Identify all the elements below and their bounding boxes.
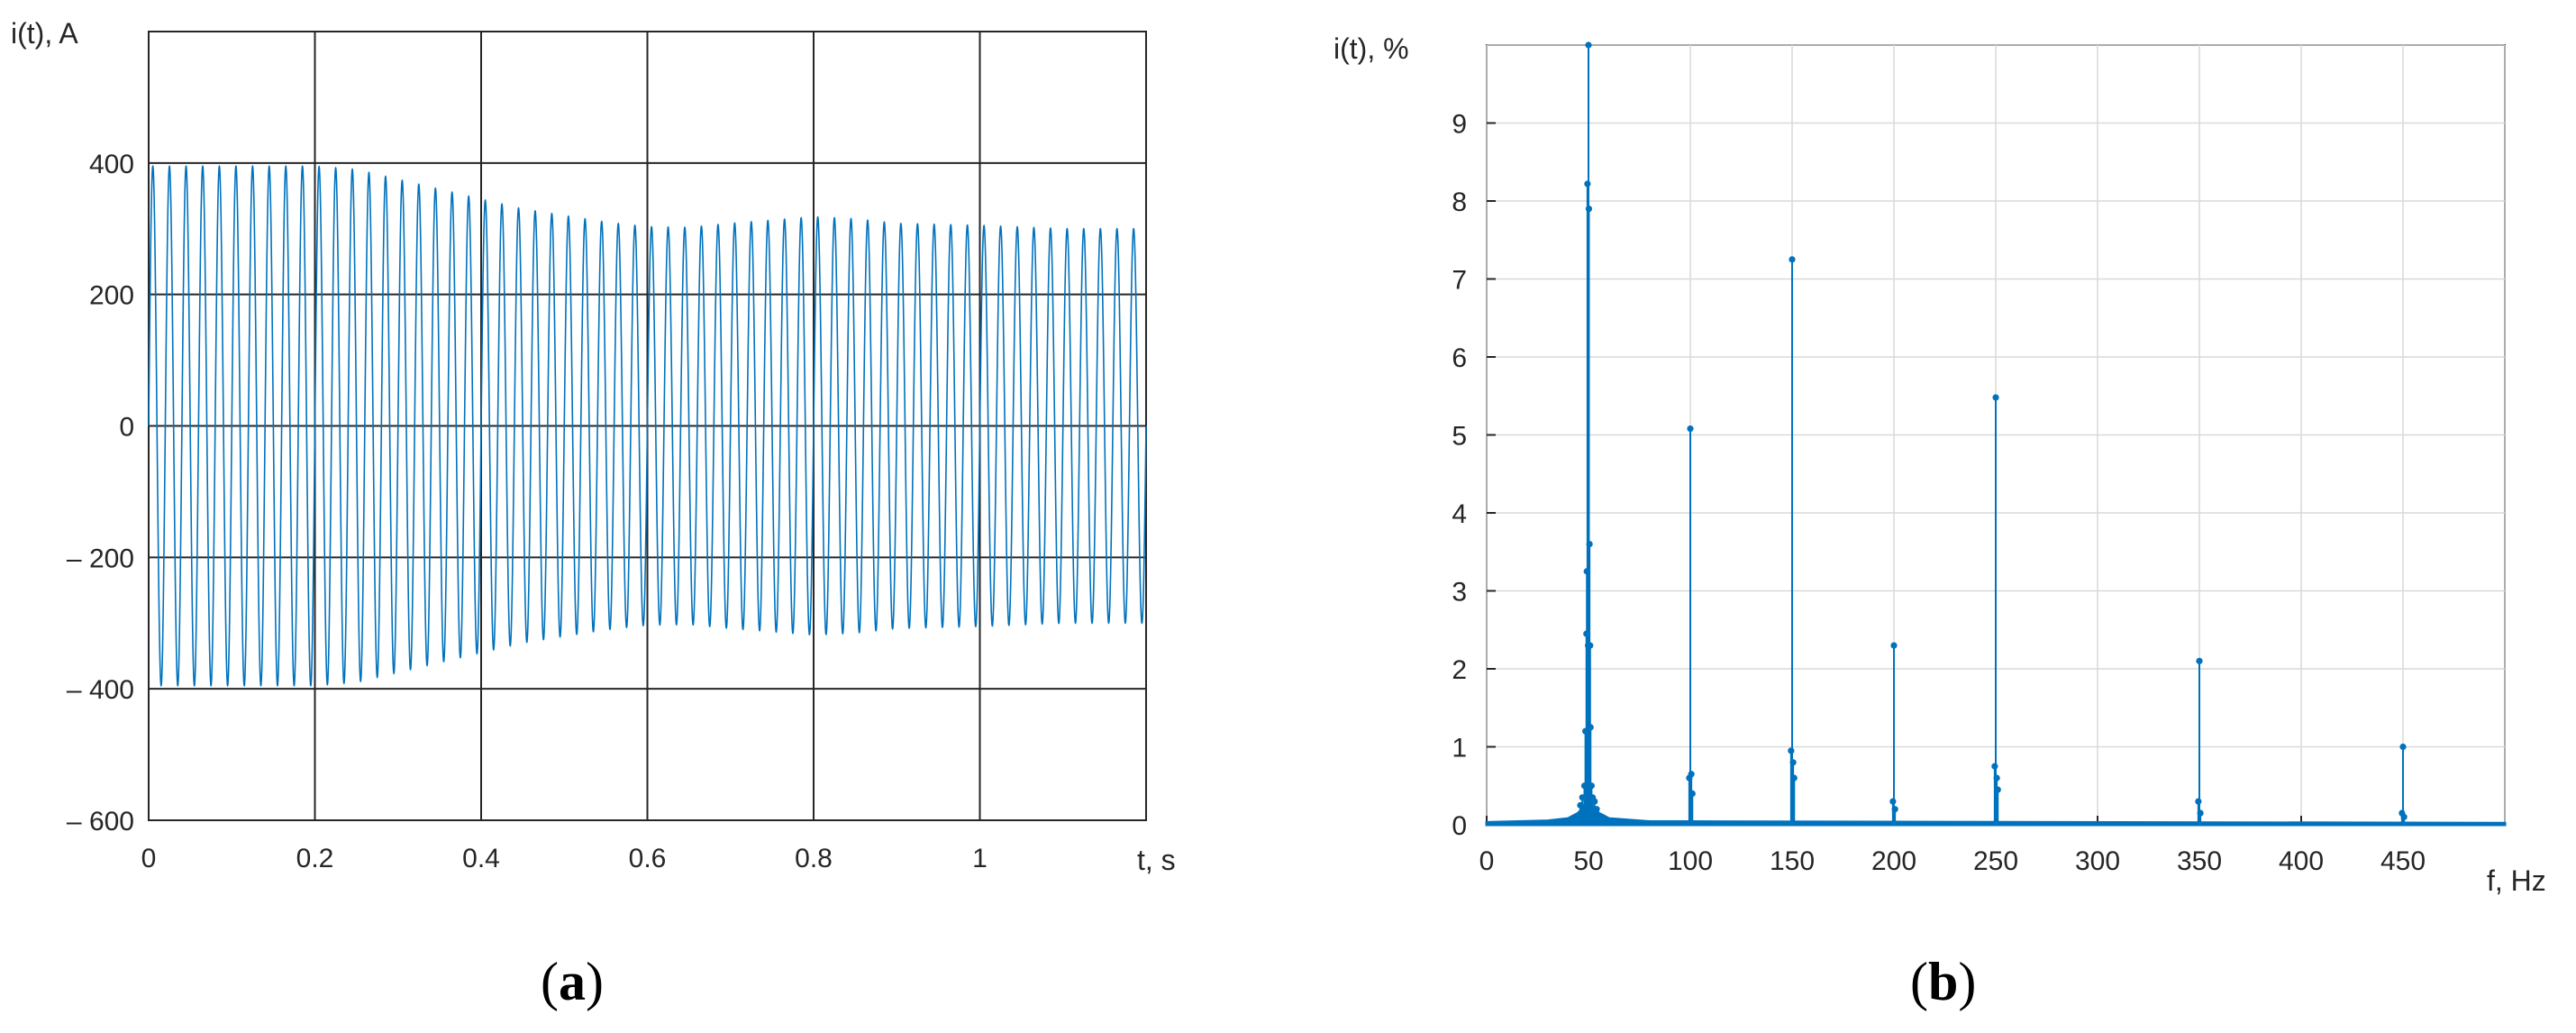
stem-marker	[1593, 806, 1600, 813]
y-tick-label: 9	[1452, 110, 1467, 140]
y-tick-label: 8	[1452, 187, 1467, 217]
current-waveform	[148, 165, 1147, 687]
stem-marker	[1789, 256, 1796, 263]
y-tick-label: – 200	[67, 544, 134, 573]
y-axis-label-a: i(t), A	[11, 17, 78, 50]
stem-marker	[1588, 782, 1595, 790]
y-tick-label: 7	[1452, 266, 1467, 296]
stem-marker	[1587, 642, 1594, 649]
tick-labels-a: 0 0.2 0.4 0.6 0.8 1 – 600 – 400 – 200 0 200 400	[67, 150, 988, 873]
stem-marker	[1991, 763, 1998, 770]
y-tick-label: 6	[1452, 343, 1467, 373]
x-tick-label: 450	[2380, 846, 2426, 876]
spectrum-chart: 0 50 100 150 200 250 300 350 400 450 0 1 2 3 4 5 6 7 8 9 f,…	[1334, 32, 2546, 897]
y-tick-label: 0	[119, 413, 134, 443]
panel-label-a-letter: a	[558, 952, 586, 1011]
x-tick-label: 0.2	[296, 844, 334, 873]
y-tick-label: 4	[1452, 499, 1467, 529]
x-tick-label: 50	[1573, 846, 1603, 876]
x-tick-label: 100	[1668, 846, 1713, 876]
y-tick-label: 200	[89, 281, 134, 311]
x-tick-label: 0	[141, 844, 157, 873]
y-tick-label: 1	[1452, 734, 1467, 763]
stem-marker	[2195, 798, 2202, 805]
x-tick-label: 250	[1973, 846, 2018, 876]
stem-marker	[1587, 724, 1594, 731]
time-domain-chart: 0 0.2 0.4 0.6 0.8 1 – 600 – 400 – 200 0 200 400 t, …	[11, 17, 1176, 876]
x-tick-label: 0	[1479, 846, 1495, 876]
tick-labels-b: 0 50 100 150 200 250 300 350 400 450 0 1 2 3 4 5 6 7 8 9	[1452, 110, 2426, 877]
stem-marker	[1889, 798, 1897, 805]
x-axis-label-a: t, s	[1137, 844, 1176, 876]
stem-marker	[1994, 786, 2001, 793]
y-tick-label: 400	[89, 150, 134, 179]
stem-marker	[1993, 774, 2000, 782]
x-tick-label: 400	[2279, 846, 2324, 876]
x-tick-label: 0.4	[462, 844, 500, 873]
x-tick-label: 200	[1871, 846, 1916, 876]
x-tick-label: 1	[972, 844, 988, 873]
stem-marker	[1790, 774, 1798, 782]
y-tick-label: – 400	[67, 675, 134, 705]
series-b	[1485, 41, 2507, 827]
y-tick-label: – 600	[67, 807, 134, 836]
stem-marker	[1689, 790, 1696, 798]
stem-marker	[1585, 206, 1593, 213]
stem-marker	[1789, 759, 1797, 766]
x-tick-label: 350	[2177, 846, 2222, 876]
y-tick-label: 3	[1452, 578, 1467, 608]
stem-marker	[2197, 809, 2204, 817]
panel-label-b: (b)	[1910, 952, 1977, 1011]
stem-marker	[2196, 657, 2203, 664]
stem-marker	[1585, 41, 1592, 49]
x-tick-label: 0.6	[629, 844, 667, 873]
y-tick-label: 5	[1452, 422, 1467, 452]
stem-marker	[1788, 747, 1795, 754]
stem-marker	[1890, 642, 1898, 649]
stem-marker	[1688, 771, 1695, 778]
y-tick-label: 0	[1452, 811, 1467, 841]
stem-marker	[1891, 806, 1898, 813]
stem-marker	[2400, 813, 2408, 820]
stem-marker	[2399, 743, 2407, 751]
x-tick-label: 0.8	[795, 844, 833, 873]
y-axis-label-b: i(t), %	[1334, 32, 1409, 65]
panel-label-a: (a)	[541, 952, 604, 1011]
series-a	[148, 165, 1147, 687]
y-tick-label: 2	[1452, 655, 1467, 685]
stem-marker	[1687, 425, 1694, 433]
stem-marker	[1591, 798, 1598, 805]
stem-marker	[1586, 541, 1593, 548]
stem-marker	[1584, 180, 1591, 187]
x-tick-label: 300	[2075, 846, 2120, 876]
panel-label-b-letter: b	[1927, 952, 1959, 1011]
x-axis-label-b: f, Hz	[2487, 864, 2546, 897]
stem-marker	[1992, 394, 1999, 401]
x-tick-label: 150	[1770, 846, 1815, 876]
